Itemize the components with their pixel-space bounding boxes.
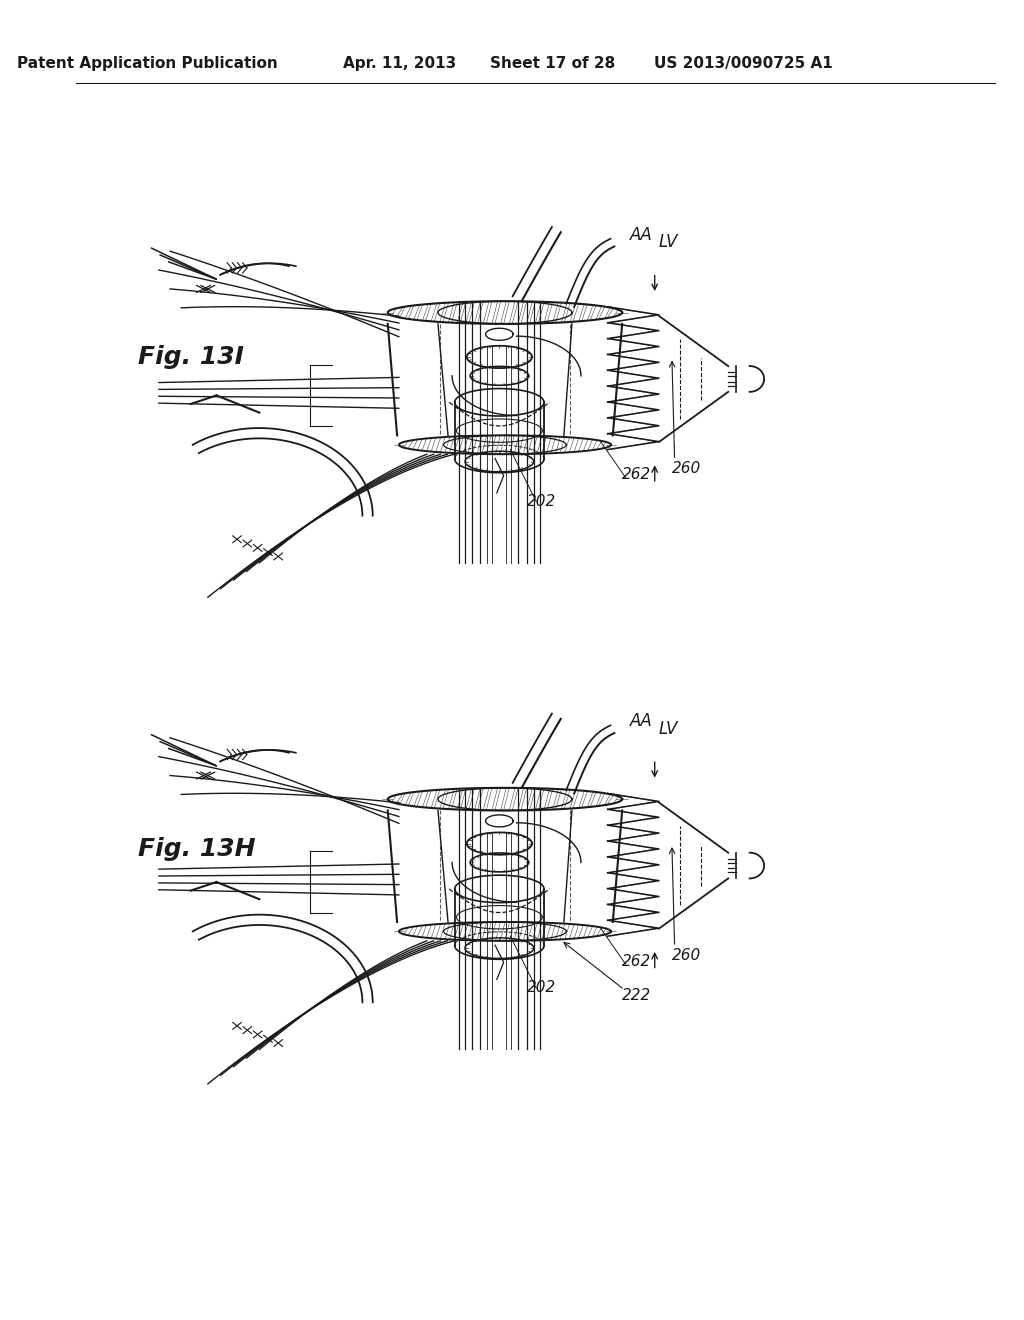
Text: Fig. 13I: Fig. 13I [137, 346, 244, 370]
Text: 202: 202 [527, 981, 556, 995]
Text: Patent Application Publication: Patent Application Publication [16, 57, 278, 71]
Text: US 2013/0090725 A1: US 2013/0090725 A1 [654, 57, 833, 71]
Text: 262: 262 [623, 954, 651, 969]
Text: 222: 222 [623, 989, 651, 1003]
Text: Apr. 11, 2013: Apr. 11, 2013 [343, 57, 457, 71]
Text: AA: AA [630, 713, 652, 730]
Text: Sheet 17 of 28: Sheet 17 of 28 [490, 57, 615, 71]
Text: 262: 262 [623, 467, 651, 482]
Text: 260: 260 [673, 461, 701, 477]
Text: Fig. 13H: Fig. 13H [137, 837, 255, 861]
Text: LV: LV [659, 234, 678, 251]
Text: AA: AA [630, 226, 652, 244]
Text: 202: 202 [527, 494, 556, 508]
Text: 260: 260 [673, 948, 701, 962]
Text: LV: LV [659, 719, 678, 738]
